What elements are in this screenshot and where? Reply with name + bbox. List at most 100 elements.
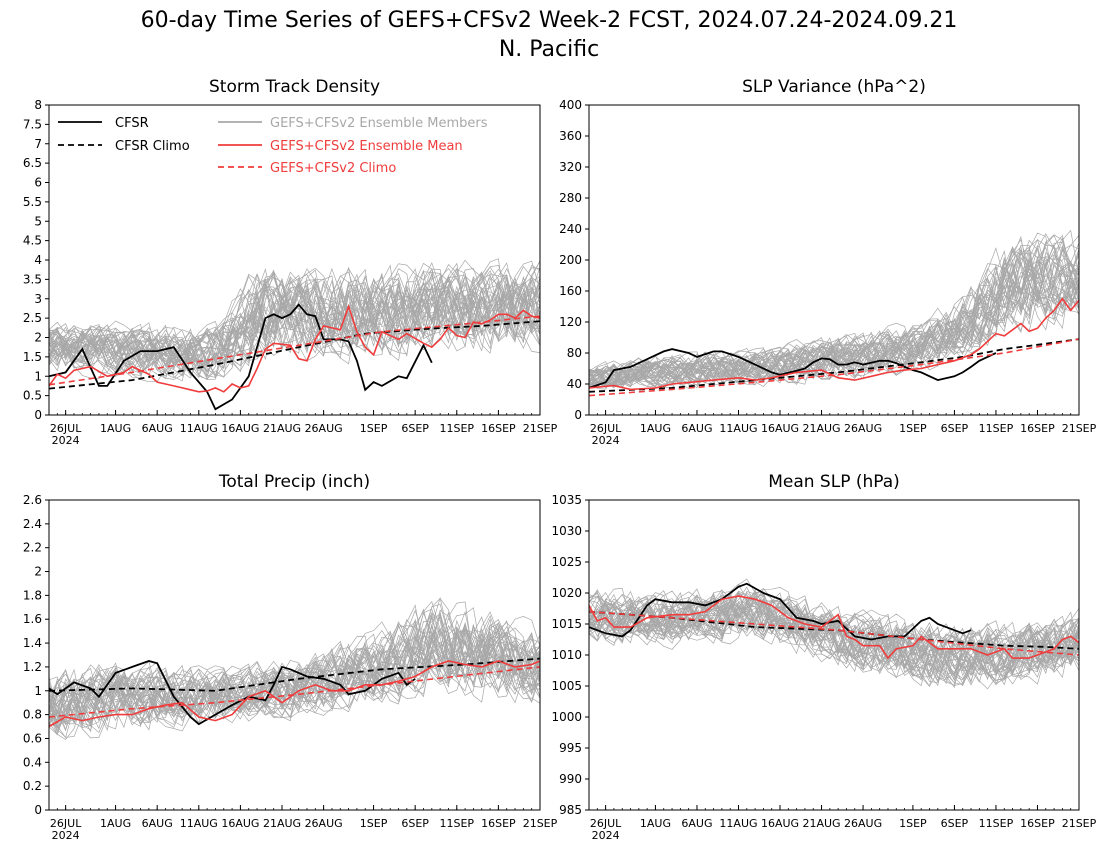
figure-title: 60-day Time Series of GEFS+CFSv2 Week-2 … xyxy=(141,8,958,33)
x-tick-label: 16AUG xyxy=(761,422,799,435)
x-tick-label: 1AUG xyxy=(640,422,671,435)
y-tick-label: 0.4 xyxy=(23,755,42,769)
y-tick-label: 0.6 xyxy=(23,731,42,745)
y-tick-label: 1.6 xyxy=(23,612,42,626)
x-tick-label: 6AUG xyxy=(681,817,712,830)
x-tick-label: 6SEP xyxy=(941,422,969,435)
x-tick-label: 1SEP xyxy=(360,422,388,435)
y-tick-label: 2.6 xyxy=(23,493,42,507)
x-tick-label: 16SEP xyxy=(481,422,516,435)
x-tick-label: 11SEP xyxy=(439,817,474,830)
y-tick-label: 1 xyxy=(34,684,42,698)
x-tick-label: 6SEP xyxy=(401,422,429,435)
x-tick-label: 6SEP xyxy=(401,817,429,830)
x-tick-label: 21AUG xyxy=(802,422,840,435)
x-tick-label: 1AUG xyxy=(100,817,131,830)
x-tick-label: 26AUG xyxy=(844,817,882,830)
x-year-label: 2024 xyxy=(592,434,620,447)
y-tick-label: 7.5 xyxy=(23,117,42,131)
y-tick-label: 2.5 xyxy=(23,311,42,325)
panel-title: Total Precip (inch) xyxy=(218,472,370,492)
chart-panel-3: Total Precip (inch)00.20.40.60.811.21.41… xyxy=(23,472,558,842)
figure-subtitle-region: N. Pacific xyxy=(499,37,599,62)
chart-panel-2: SLP Variance (hPa^2) 0 40 80 120 160 200 240 280… xyxy=(559,77,1097,447)
ensemble-members xyxy=(589,579,1079,689)
figure-canvas: 60-day Time Series of GEFS+CFSv2 Week-2 … xyxy=(0,0,1100,850)
x-tick-label: 1AUG xyxy=(640,817,671,830)
y-tick-label: 8 xyxy=(34,98,42,112)
x-tick-label: 11SEP xyxy=(979,422,1014,435)
x-tick-label: 26AUG xyxy=(305,817,343,830)
x-tick-label: 1SEP xyxy=(899,817,927,830)
legend-label-ensemble-members: GEFS+CFSv2 Ensemble Members xyxy=(270,116,488,131)
y-tick-label: 7 xyxy=(34,137,42,151)
x-tick-label: 6AUG xyxy=(142,422,173,435)
y-tick-label: 990 xyxy=(559,772,582,786)
y-tick-label: 360 xyxy=(559,129,582,143)
y-tick-label: 1030 xyxy=(551,524,582,538)
x-tick-label: 21SEP xyxy=(523,422,558,435)
x-tick-label: 16AUG xyxy=(221,817,259,830)
y-tick-label: 2.2 xyxy=(23,541,42,555)
y-tick-label: 0.2 xyxy=(23,779,42,793)
x-tick-label: 1SEP xyxy=(899,422,927,435)
y-tick-label: 0 xyxy=(34,408,42,422)
y-tick-label: 6.5 xyxy=(23,156,42,170)
y-tick-label: 0.8 xyxy=(23,708,42,722)
y-tick-label: 2 xyxy=(34,565,42,579)
y-tick-label: 2 xyxy=(34,331,42,345)
x-tick-label: 26AUG xyxy=(844,422,882,435)
y-tick-label: 240 xyxy=(559,222,582,236)
x-tick-label: 16AUG xyxy=(221,422,259,435)
y-tick-label: 1.2 xyxy=(23,660,42,674)
y-tick-label: 3 xyxy=(34,292,42,306)
y-tick-label: 320 xyxy=(559,160,582,174)
legend-label-cfsr-climo: CFSR Climo xyxy=(115,139,190,154)
y-tick-label: 0 xyxy=(574,408,582,422)
x-tick-label: 16SEP xyxy=(1020,422,1055,435)
x-tick-label: 11AUG xyxy=(180,422,218,435)
y-tick-label: 120 xyxy=(559,315,582,329)
y-tick-label: 5.5 xyxy=(23,195,42,209)
y-tick-label: 280 xyxy=(559,191,582,205)
legend-label-gefs-climo: GEFS+CFSv2 Climo xyxy=(270,161,396,176)
y-tick-label: 1 xyxy=(34,369,42,383)
y-tick-label: 1010 xyxy=(551,648,582,662)
y-tick-label: 400 xyxy=(559,98,582,112)
y-tick-label: 4 xyxy=(34,253,42,267)
x-year-label: 2024 xyxy=(52,434,80,447)
ensemble-member-line xyxy=(49,608,540,730)
x-tick-label: 1SEP xyxy=(360,817,388,830)
chart-panel-4: Mean SLP (hPa)98599099510001005101010151… xyxy=(551,472,1096,842)
y-tick-label: 1.4 xyxy=(23,636,42,650)
panel-title: Mean SLP (hPa) xyxy=(768,472,900,492)
legend: CFSR CFSR Climo GEFS+CFSv2 Ensemble Member… xyxy=(58,116,488,176)
y-tick-label: 2.4 xyxy=(23,517,42,531)
x-tick-label: 11AUG xyxy=(719,422,757,435)
x-tick-label: 21SEP xyxy=(523,817,558,830)
panel-title: SLP Variance (hPa^2) xyxy=(742,77,926,97)
y-tick-label: 1005 xyxy=(551,679,582,693)
y-tick-label: 160 xyxy=(559,284,582,298)
y-tick-label: 5 xyxy=(34,214,42,228)
x-tick-label: 21SEP xyxy=(1062,422,1097,435)
y-tick-label: 1.8 xyxy=(23,588,42,602)
x-tick-label: 16SEP xyxy=(1020,817,1055,830)
x-tick-label: 21AUG xyxy=(263,817,301,830)
ensemble-members xyxy=(49,598,540,740)
x-tick-label: 1AUG xyxy=(100,422,131,435)
x-tick-label: 11SEP xyxy=(439,422,474,435)
y-tick-label: 1025 xyxy=(551,555,582,569)
y-tick-label: 1.5 xyxy=(23,350,42,364)
x-tick-label: 16AUG xyxy=(761,817,799,830)
x-tick-label: 6AUG xyxy=(142,817,173,830)
y-tick-label: 1000 xyxy=(551,710,582,724)
x-tick-label: 6SEP xyxy=(941,817,969,830)
ensemble-members xyxy=(589,231,1079,390)
panel-title: Storm Track Density xyxy=(209,77,380,97)
x-year-label: 2024 xyxy=(52,829,80,842)
y-tick-label: 1015 xyxy=(551,617,582,631)
x-tick-label: 21AUG xyxy=(802,817,840,830)
x-tick-label: 11SEP xyxy=(979,817,1014,830)
legend-label-cfsr: CFSR xyxy=(115,116,149,131)
